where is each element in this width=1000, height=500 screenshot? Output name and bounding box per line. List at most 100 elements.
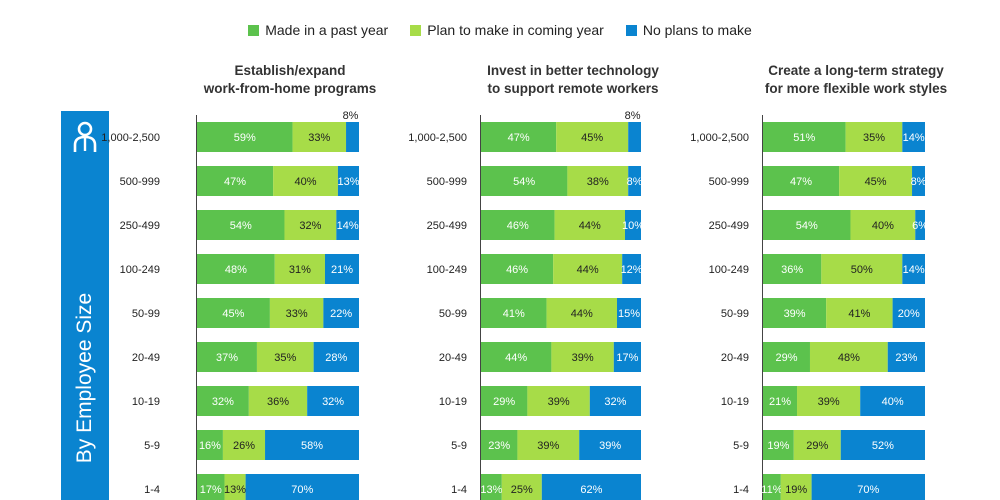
bar-segment-plan xyxy=(551,342,614,372)
category-label: 1,000-2,500 xyxy=(408,132,467,144)
data-label: 29% xyxy=(493,396,515,408)
data-label: 25% xyxy=(511,484,533,496)
category-label: 100-249 xyxy=(120,264,160,276)
bar-segment-plan xyxy=(269,298,324,328)
legend-label-plan: Plan to make in coming year xyxy=(427,22,604,38)
bar-segment-plan xyxy=(809,342,888,372)
data-label: 11% xyxy=(761,484,782,496)
bar-segment-made xyxy=(763,386,798,416)
category-label: 10-19 xyxy=(721,396,749,408)
data-label: 8% xyxy=(625,110,641,122)
data-label: 29% xyxy=(806,440,828,452)
panel-title-2-line-2: to support remote workers xyxy=(487,81,658,96)
bar-segment-none xyxy=(337,166,359,196)
data-label: 19% xyxy=(785,484,807,496)
bar-segment-made xyxy=(481,298,547,328)
legend-label-none: No plans to make xyxy=(642,22,752,38)
bar-segment-made xyxy=(197,386,249,416)
bar-segment-made xyxy=(197,474,225,500)
data-label: 44% xyxy=(571,308,593,320)
category-label: 500-999 xyxy=(709,176,749,188)
category-label: 50-99 xyxy=(439,308,467,320)
sidebar-band: By Employee Size xyxy=(61,111,109,500)
data-label: 52% xyxy=(872,440,894,452)
bar-segment-none xyxy=(912,166,925,196)
bar-segment-plan xyxy=(501,474,542,500)
data-label: 23% xyxy=(895,352,917,364)
bar-segment-none xyxy=(902,122,925,152)
bar-segment-plan xyxy=(256,342,314,372)
data-label: 70% xyxy=(857,484,879,496)
bar-segment-plan xyxy=(850,210,916,240)
panel-title-2-line-1: Invest in better technology xyxy=(487,63,659,78)
category-label: 250-499 xyxy=(709,220,749,232)
data-label: 39% xyxy=(548,396,570,408)
bar-segment-none xyxy=(617,298,641,328)
category-label: 5-9 xyxy=(144,440,160,452)
data-label: 39% xyxy=(818,396,840,408)
data-label: 17% xyxy=(616,352,638,364)
category-label: 1,000-2,500 xyxy=(690,132,749,144)
bar-segment-none xyxy=(887,342,925,372)
data-label: 44% xyxy=(579,220,601,232)
data-label: 47% xyxy=(224,176,246,188)
category-label: 20-49 xyxy=(439,352,467,364)
data-label: 50% xyxy=(851,264,873,276)
data-label: 46% xyxy=(506,264,528,276)
data-label: 28% xyxy=(325,352,347,364)
bar-segment-made xyxy=(481,430,518,460)
bar-segment-plan xyxy=(274,254,325,284)
bar-segment-plan xyxy=(797,386,861,416)
bar-segment-made xyxy=(763,210,851,240)
data-label: 21% xyxy=(769,396,791,408)
person-icon xyxy=(73,121,97,152)
legend-label-made: Made in a past year xyxy=(265,22,389,38)
bar-segment-plan xyxy=(222,430,266,460)
data-label: 54% xyxy=(230,220,252,232)
legend-swatch-none xyxy=(625,24,637,36)
bar-segment-plan xyxy=(567,166,629,196)
data-label: 45% xyxy=(865,176,887,188)
data-label: 32% xyxy=(322,396,344,408)
data-label: 14% xyxy=(903,264,925,276)
data-label: 35% xyxy=(274,352,296,364)
bar-segment-plan xyxy=(845,122,903,152)
category-label: 5-9 xyxy=(733,440,749,452)
bar-segment-none xyxy=(313,342,359,372)
category-label: 1-4 xyxy=(451,484,467,496)
bar-segment-made xyxy=(763,254,822,284)
bar-segment-plan xyxy=(224,474,246,500)
data-label: 38% xyxy=(587,176,609,188)
data-label: 32% xyxy=(212,396,234,408)
data-label: 62% xyxy=(580,484,602,496)
data-label: 20% xyxy=(898,308,920,320)
data-label: 26% xyxy=(233,440,255,452)
data-label: 8% xyxy=(911,176,927,188)
data-label: 22% xyxy=(330,308,352,320)
bar-segment-made xyxy=(481,122,557,152)
data-label: 39% xyxy=(599,440,621,452)
bar-segment-none xyxy=(628,166,641,196)
bar-segment-made xyxy=(763,474,781,500)
data-label: 31% xyxy=(289,264,311,276)
bar-segment-none xyxy=(892,298,925,328)
data-label: 48% xyxy=(838,352,860,364)
bar-segment-plan xyxy=(556,122,629,152)
data-label: 15% xyxy=(618,308,640,320)
data-label: 16% xyxy=(199,440,221,452)
data-label: 14% xyxy=(903,132,925,144)
bar-segment-made xyxy=(481,474,502,500)
bar-segment-plan xyxy=(284,210,337,240)
bar-segment-made xyxy=(197,122,293,152)
data-label: 48% xyxy=(225,264,247,276)
category-label: 100-249 xyxy=(709,264,749,276)
bar-segment-none xyxy=(915,210,925,240)
bar-segment-made xyxy=(481,342,552,372)
data-label: 14% xyxy=(337,220,359,232)
data-label: 41% xyxy=(848,308,870,320)
data-label: 39% xyxy=(572,352,594,364)
data-label: 45% xyxy=(581,132,603,144)
bar-segment-made xyxy=(481,254,554,284)
bar-segment-none xyxy=(628,122,641,152)
